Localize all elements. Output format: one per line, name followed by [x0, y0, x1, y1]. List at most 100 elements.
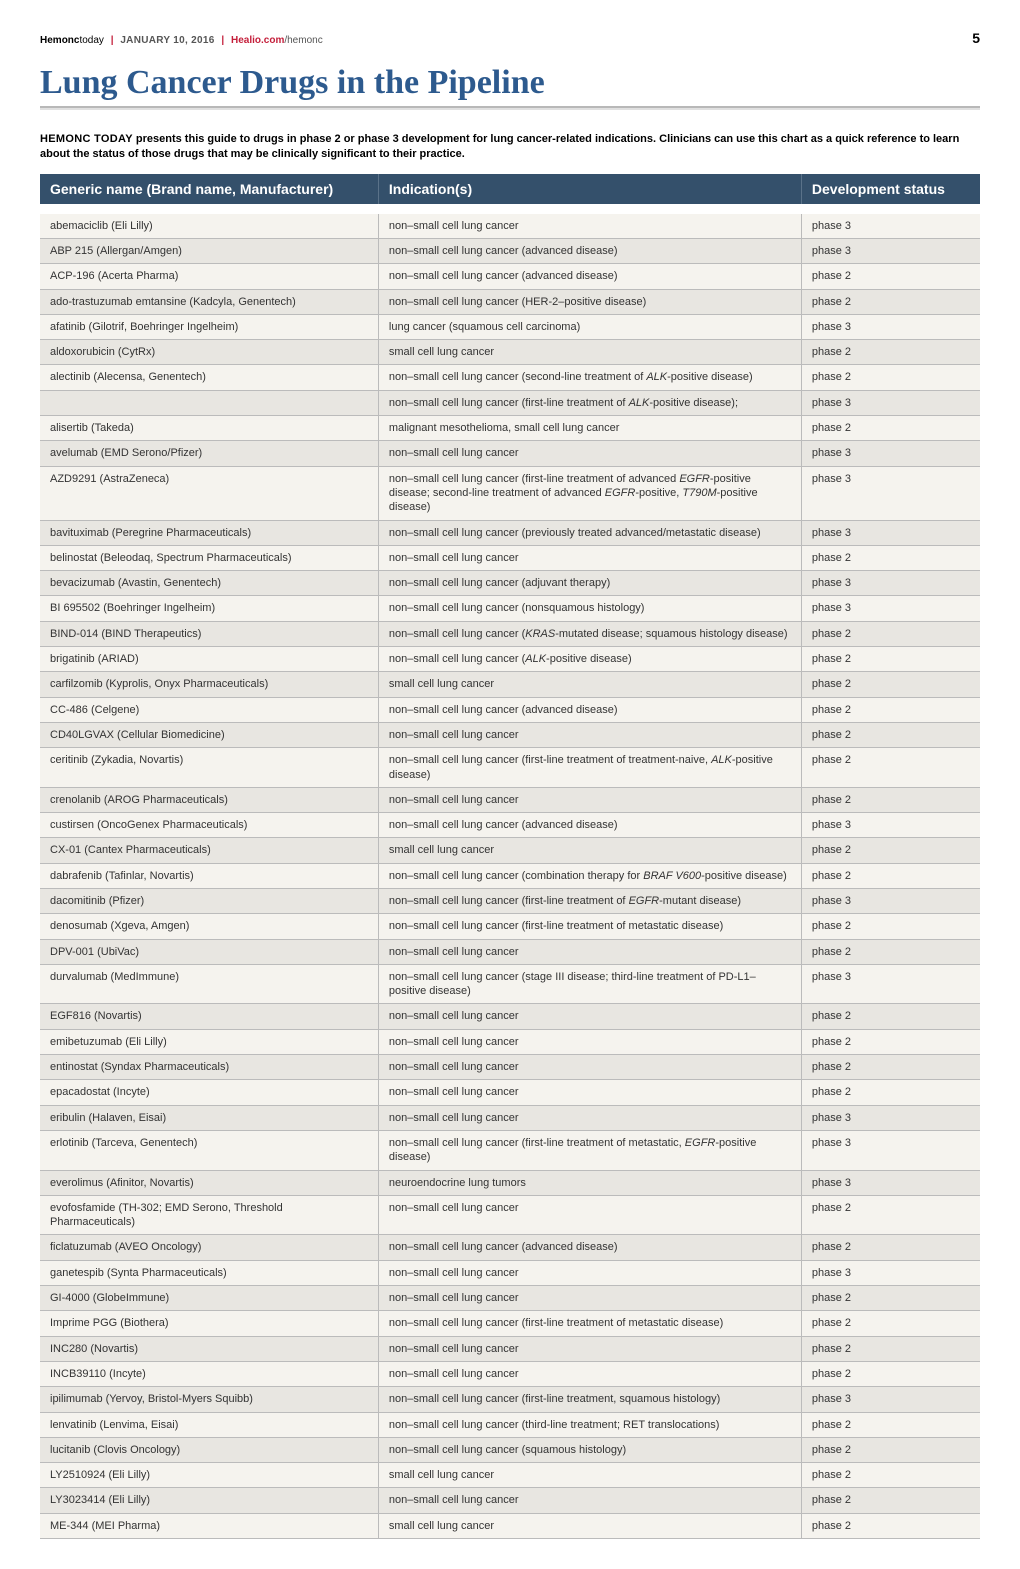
- cell-generic-name: LY3023414 (Eli Lilly): [40, 1488, 378, 1513]
- cell-indication: non–small cell lung cancer: [378, 1105, 801, 1130]
- cell-generic-name: lenvatinib (Lenvima, Eisai): [40, 1412, 378, 1437]
- table-row: evofosfamide (TH-302; EMD Serono, Thresh…: [40, 1195, 980, 1235]
- cell-generic-name: ME-344 (MEI Pharma): [40, 1513, 378, 1538]
- cell-generic-name: AZD9291 (AstraZeneca): [40, 466, 378, 520]
- title-divider: [40, 106, 980, 110]
- table-row: LY2510924 (Eli Lilly)small cell lung can…: [40, 1463, 980, 1488]
- cell-generic-name: epacadostat (Incyte): [40, 1080, 378, 1105]
- cell-indication: non–small cell lung cancer (advanced dis…: [378, 813, 801, 838]
- table-row: LY3023414 (Eli Lilly)non–small cell lung…: [40, 1488, 980, 1513]
- cell-indication: non–small cell lung cancer (first-line t…: [378, 1387, 801, 1412]
- cell-indication: non–small cell lung cancer (third-line t…: [378, 1412, 801, 1437]
- cell-generic-name: dabrafenib (Tafinlar, Novartis): [40, 863, 378, 888]
- page-title: Lung Cancer Drugs in the Pipeline: [40, 64, 980, 102]
- cell-generic-name: lucitanib (Clovis Oncology): [40, 1437, 378, 1462]
- cell-status: phase 3: [801, 571, 980, 596]
- cell-generic-name: ceritinib (Zykadia, Novartis): [40, 748, 378, 788]
- cell-indication: non–small cell lung cancer (ALK-positive…: [378, 647, 801, 672]
- col-header-indications: Indication(s): [378, 174, 801, 204]
- table-row: brigatinib (ARIAD)non–small cell lung ca…: [40, 647, 980, 672]
- cell-status: phase 3: [801, 238, 980, 263]
- cell-generic-name: ACP-196 (Acerta Pharma): [40, 264, 378, 289]
- cell-indication: small cell lung cancer: [378, 672, 801, 697]
- cell-status: phase 3: [801, 1105, 980, 1130]
- table-row: dabrafenib (Tafinlar, Novartis)non–small…: [40, 863, 980, 888]
- table-row: epacadostat (Incyte)non–small cell lung …: [40, 1080, 980, 1105]
- cell-generic-name: BI 695502 (Boehringer Ingelheim): [40, 596, 378, 621]
- cell-indication: non–small cell lung cancer: [378, 1195, 801, 1235]
- table-row: GI-4000 (GlobeImmune)non–small cell lung…: [40, 1286, 980, 1311]
- cell-status: phase 2: [801, 863, 980, 888]
- cell-status: phase 3: [801, 1260, 980, 1285]
- table-row: AZD9291 (AstraZeneca)non–small cell lung…: [40, 466, 980, 520]
- cell-indication: non–small cell lung cancer (stage III di…: [378, 964, 801, 1004]
- cell-generic-name: entinostat (Syndax Pharmaceuticals): [40, 1055, 378, 1080]
- page-container: Hemonctoday | JANUARY 10, 2016 | Healio.…: [0, 0, 1020, 1569]
- cell-status: phase 2: [801, 365, 980, 390]
- cell-status: phase 3: [801, 964, 980, 1004]
- table-row: emibetuzumab (Eli Lilly)non–small cell l…: [40, 1029, 980, 1054]
- cell-generic-name: LY2510924 (Eli Lilly): [40, 1463, 378, 1488]
- cell-generic-name: ABP 215 (Allergan/Amgen): [40, 238, 378, 263]
- table-row: non–small cell lung cancer (first-line t…: [40, 390, 980, 415]
- table-header: Generic name (Brand name, Manufacturer) …: [40, 174, 980, 204]
- table-row: CX-01 (Cantex Pharmaceuticals)small cell…: [40, 838, 980, 863]
- cell-indication: non–small cell lung cancer (first-line t…: [378, 466, 801, 520]
- cell-generic-name: CX-01 (Cantex Pharmaceuticals): [40, 838, 378, 863]
- brand-onc: onc: [62, 35, 80, 46]
- table-row: BI 695502 (Boehringer Ingelheim)non–smal…: [40, 596, 980, 621]
- cell-generic-name: alectinib (Alecensa, Genentech): [40, 365, 378, 390]
- cell-status: phase 2: [801, 1286, 980, 1311]
- separator-icon: |: [111, 35, 114, 46]
- intro-rest: presents this guide to drugs in phase 2 …: [40, 133, 959, 160]
- cell-indication: non–small cell lung cancer (advanced dis…: [378, 238, 801, 263]
- cell-status: phase 3: [801, 466, 980, 520]
- cell-status: phase 2: [801, 697, 980, 722]
- cell-indication: non–small cell lung cancer (first-line t…: [378, 914, 801, 939]
- cell-indication: non–small cell lung cancer (combination …: [378, 863, 801, 888]
- cell-indication: non–small cell lung cancer: [378, 1004, 801, 1029]
- cell-indication: non–small cell lung cancer: [378, 441, 801, 466]
- cell-status: phase 2: [801, 1195, 980, 1235]
- cell-indication: non–small cell lung cancer (first-line t…: [378, 390, 801, 415]
- cell-indication: neuroendocrine lung tumors: [378, 1170, 801, 1195]
- drug-pipeline-table: Generic name (Brand name, Manufacturer) …: [40, 174, 980, 1539]
- cell-indication: non–small cell lung cancer (previously t…: [378, 520, 801, 545]
- cell-status: phase 2: [801, 939, 980, 964]
- cell-indication: non–small cell lung cancer (advanced dis…: [378, 1235, 801, 1260]
- table-row: lucitanib (Clovis Oncology)non–small cel…: [40, 1437, 980, 1462]
- table-row: ABP 215 (Allergan/Amgen)non–small cell l…: [40, 238, 980, 263]
- cell-indication: non–small cell lung cancer: [378, 545, 801, 570]
- cell-indication: non–small cell lung cancer (HER-2–positi…: [378, 289, 801, 314]
- table-row: erlotinib (Tarceva, Genentech)non–small …: [40, 1130, 980, 1170]
- cell-generic-name: EGF816 (Novartis): [40, 1004, 378, 1029]
- table-row: INCB39110 (Incyte)non–small cell lung ca…: [40, 1361, 980, 1386]
- cell-generic-name: DPV-001 (UbiVac): [40, 939, 378, 964]
- cell-status: phase 2: [801, 1336, 980, 1361]
- table-row: everolimus (Afinitor, Novartis)neuroendo…: [40, 1170, 980, 1195]
- site-link-tail: /hemonc: [284, 35, 322, 46]
- cell-status: phase 2: [801, 1055, 980, 1080]
- cell-status: phase 2: [801, 1080, 980, 1105]
- cell-indication: non–small cell lung cancer: [378, 1080, 801, 1105]
- table-row: eribulin (Halaven, Eisai)non–small cell …: [40, 1105, 980, 1130]
- cell-generic-name: denosumab (Xgeva, Amgen): [40, 914, 378, 939]
- cell-generic-name: crenolanib (AROG Pharmaceuticals): [40, 787, 378, 812]
- cell-generic-name: brigatinib (ARIAD): [40, 647, 378, 672]
- issue-date: JANUARY 10, 2016: [120, 35, 214, 46]
- table-row: entinostat (Syndax Pharmaceuticals)non–s…: [40, 1055, 980, 1080]
- cell-status: phase 2: [801, 672, 980, 697]
- cell-indication: non–small cell lung cancer: [378, 1361, 801, 1386]
- cell-generic-name: durvalumab (MedImmune): [40, 964, 378, 1004]
- cell-status: phase 2: [801, 1488, 980, 1513]
- cell-status: phase 2: [801, 1412, 980, 1437]
- cell-status: phase 2: [801, 1004, 980, 1029]
- cell-generic-name: bevacizumab (Avastin, Genentech): [40, 571, 378, 596]
- cell-status: phase 3: [801, 314, 980, 339]
- cell-indication: non–small cell lung cancer (second-line …: [378, 365, 801, 390]
- cell-generic-name: carfilzomib (Kyprolis, Onyx Pharmaceutic…: [40, 672, 378, 697]
- cell-status: phase 2: [801, 914, 980, 939]
- cell-status: phase 3: [801, 1387, 980, 1412]
- cell-indication: lung cancer (squamous cell carcinoma): [378, 314, 801, 339]
- cell-generic-name: alisertib (Takeda): [40, 416, 378, 441]
